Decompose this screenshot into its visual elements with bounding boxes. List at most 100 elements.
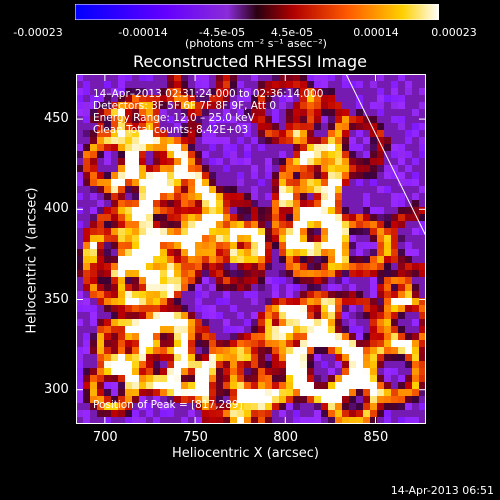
heatmap-cell xyxy=(314,137,322,145)
heatmap-cell xyxy=(83,403,91,411)
heatmap-cell xyxy=(307,158,315,166)
heatmap-cell xyxy=(244,298,252,306)
heatmap-cell xyxy=(104,228,112,236)
heatmap-cell xyxy=(251,305,259,313)
heatmap-cell xyxy=(90,109,98,117)
heatmap-cell xyxy=(293,249,301,257)
heatmap-cell xyxy=(160,214,168,222)
heatmap-cell xyxy=(76,389,84,397)
heatmap-cell xyxy=(230,88,238,96)
heatmap-cell xyxy=(356,116,364,124)
heatmap-cell xyxy=(398,116,406,124)
heatmap-cell xyxy=(279,291,287,299)
heatmap-cell xyxy=(377,221,385,229)
heatmap-cell xyxy=(146,158,154,166)
heatmap-cell xyxy=(83,298,91,306)
heatmap-cell xyxy=(300,382,308,390)
heatmap-cell xyxy=(97,165,105,173)
heatmap-cell xyxy=(153,396,161,404)
heatmap-cell xyxy=(244,389,252,397)
heatmap-cell xyxy=(202,389,210,397)
heatmap-cell xyxy=(76,172,84,180)
heatmap-cell xyxy=(118,137,126,145)
heatmap-cell xyxy=(139,277,147,285)
heatmap-cell xyxy=(167,137,175,145)
heatmap-cell xyxy=(104,312,112,320)
heatmap-cell xyxy=(195,277,203,285)
heatmap-cell xyxy=(111,347,119,355)
heatmap-cell xyxy=(83,172,91,180)
heatmap-cell xyxy=(181,298,189,306)
heatmap-cell xyxy=(216,291,224,299)
heatmap-cell xyxy=(300,375,308,383)
heatmap-cell xyxy=(377,326,385,334)
heatmap-cell xyxy=(174,277,182,285)
heatmap-cell xyxy=(76,88,84,96)
heatmap-cell xyxy=(244,403,252,411)
heatmap-cell xyxy=(97,291,105,299)
heatmap-cell xyxy=(181,151,189,159)
heatmap-cell xyxy=(279,81,287,89)
heatmap-cell xyxy=(363,382,371,390)
heatmap-cell xyxy=(181,256,189,264)
heatmap-cell xyxy=(223,242,231,250)
heatmap-cell xyxy=(272,354,280,362)
heatmap-cell xyxy=(167,382,175,390)
heatmap-cell xyxy=(412,242,420,250)
heatmap-cell xyxy=(97,81,105,89)
heatmap-cell xyxy=(104,186,112,194)
heatmap-cell xyxy=(300,263,308,271)
heatmap-cell xyxy=(167,375,175,383)
heatmap-cell xyxy=(342,214,350,222)
heatmap-cell xyxy=(118,179,126,187)
heatmap-cell xyxy=(391,151,399,159)
heatmap-cell xyxy=(237,389,245,397)
y-tick-label: 300 xyxy=(44,381,69,397)
heatmap-cell xyxy=(181,242,189,250)
heatmap-cell xyxy=(300,312,308,320)
heatmap-cell xyxy=(97,389,105,397)
heatmap-cell xyxy=(97,284,105,292)
heatmap-cell xyxy=(160,354,168,362)
heatmap-cell xyxy=(279,123,287,131)
heatmap-cell xyxy=(342,389,350,397)
heatmap-cell xyxy=(286,137,294,145)
heatmap-cell xyxy=(97,200,105,208)
heatmap-cell xyxy=(83,347,91,355)
heatmap-cell xyxy=(188,179,196,187)
heatmap-cell xyxy=(370,228,378,236)
heatmap-cell xyxy=(370,221,378,229)
heatmap-cell xyxy=(174,165,182,173)
heatmap-cell xyxy=(209,298,217,306)
heatmap-cell xyxy=(174,186,182,194)
heatmap-cell xyxy=(118,214,126,222)
heatmap-cell xyxy=(335,298,343,306)
heatmap-cell xyxy=(356,179,364,187)
heatmap-cell xyxy=(349,312,357,320)
heatmap-cell xyxy=(209,263,217,271)
heatmap-cell xyxy=(97,207,105,215)
heatmap-cell xyxy=(181,137,189,145)
heatmap-cell xyxy=(251,326,259,334)
heatmap-cell xyxy=(181,95,189,103)
heatmap-cell xyxy=(377,340,385,348)
heatmap-cell xyxy=(209,221,217,229)
heatmap-cell xyxy=(153,305,161,313)
heatmap-cell xyxy=(125,319,133,327)
heatmap-cell xyxy=(230,151,238,159)
heatmap-cell xyxy=(412,109,420,117)
heatmap-cell xyxy=(188,354,196,362)
heatmap-cell xyxy=(111,109,119,117)
heatmap-cell xyxy=(230,375,238,383)
heatmap-cell xyxy=(398,144,406,152)
heatmap-cell xyxy=(314,214,322,222)
heatmap-cell xyxy=(300,116,308,124)
heatmap-cell xyxy=(300,123,308,131)
heatmap-cell xyxy=(391,116,399,124)
heatmap-cell xyxy=(181,179,189,187)
heatmap-cell xyxy=(118,151,126,159)
heatmap-cell xyxy=(181,277,189,285)
heatmap-cell xyxy=(244,95,252,103)
heatmap-cell xyxy=(209,417,217,424)
heatmap-cell xyxy=(139,186,147,194)
